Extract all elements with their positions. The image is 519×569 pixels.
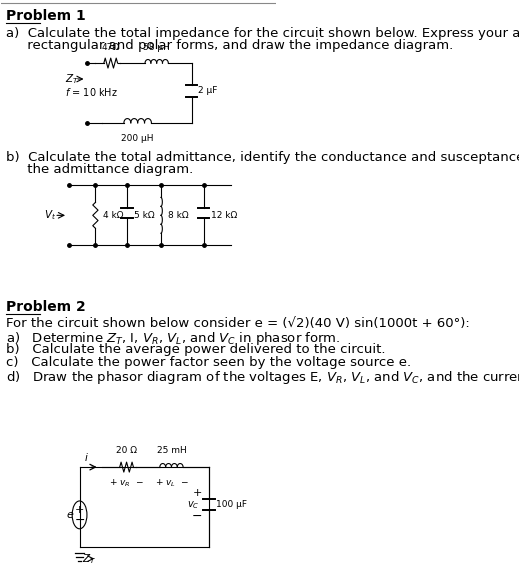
Text: 8 kΩ: 8 kΩ bbox=[168, 211, 189, 220]
Text: b)  Calculate the total admittance, identify the conductance and susceptance par: b) Calculate the total admittance, ident… bbox=[6, 151, 519, 164]
Text: 25 mH: 25 mH bbox=[157, 446, 186, 455]
Text: $v_C$: $v_C$ bbox=[187, 499, 199, 511]
Text: 4 kΩ: 4 kΩ bbox=[103, 211, 124, 220]
Text: 5 kΩ: 5 kΩ bbox=[134, 211, 155, 220]
Text: 20 Ω: 20 Ω bbox=[116, 446, 137, 455]
Text: For the circuit shown below consider e = (√2)(40 V) sin(1000t + 60°):: For the circuit shown below consider e =… bbox=[6, 317, 469, 330]
Text: $Z_T$: $Z_T$ bbox=[81, 552, 96, 566]
Text: + $v_L$  −: + $v_L$ − bbox=[155, 477, 188, 489]
Text: $Z_T$: $Z_T$ bbox=[65, 72, 79, 86]
Text: rectangular and polar forms, and draw the impedance diagram.: rectangular and polar forms, and draw th… bbox=[6, 39, 453, 52]
Text: e: e bbox=[66, 510, 74, 520]
Text: d)   Draw the phasor diagram of the voltages E, $V_R$, $V_L$, and $V_C$, and the: d) Draw the phasor diagram of the voltag… bbox=[6, 369, 519, 386]
Text: b)   Calculate the average power delivered to the circuit.: b) Calculate the average power delivered… bbox=[6, 343, 385, 356]
Text: a)  Calculate the total impedance for the circuit shown below. Express your answ: a) Calculate the total impedance for the… bbox=[6, 27, 519, 40]
Text: + $v_R$  −: + $v_R$ − bbox=[109, 477, 144, 489]
Text: the admittance diagram.: the admittance diagram. bbox=[6, 163, 193, 176]
Text: 58 μH: 58 μH bbox=[143, 43, 170, 52]
Text: 12 kΩ: 12 kΩ bbox=[211, 211, 237, 220]
Text: −: − bbox=[192, 510, 202, 523]
Text: $f$ = 10 kHz: $f$ = 10 kHz bbox=[65, 86, 118, 98]
Text: c)   Calculate the power factor seen by the voltage source e.: c) Calculate the power factor seen by th… bbox=[6, 356, 411, 369]
Text: 2 μF: 2 μF bbox=[198, 86, 218, 96]
Text: −: − bbox=[74, 514, 85, 527]
Text: $V_t$: $V_t$ bbox=[44, 208, 56, 222]
Text: i: i bbox=[85, 453, 88, 463]
Text: +: + bbox=[193, 488, 202, 498]
Text: 47Ω: 47Ω bbox=[102, 43, 120, 52]
Text: Problem 1: Problem 1 bbox=[6, 9, 85, 23]
Text: 200 μH: 200 μH bbox=[121, 134, 154, 143]
Text: a)   Determine $Z_T$, I, $V_R$, $V_L$, and $V_C$ in phasor form.: a) Determine $Z_T$, I, $V_R$, $V_L$, and… bbox=[6, 330, 340, 347]
Text: 100 μF: 100 μF bbox=[216, 500, 248, 509]
Text: Problem 2: Problem 2 bbox=[6, 300, 85, 314]
Text: +: + bbox=[75, 505, 84, 515]
